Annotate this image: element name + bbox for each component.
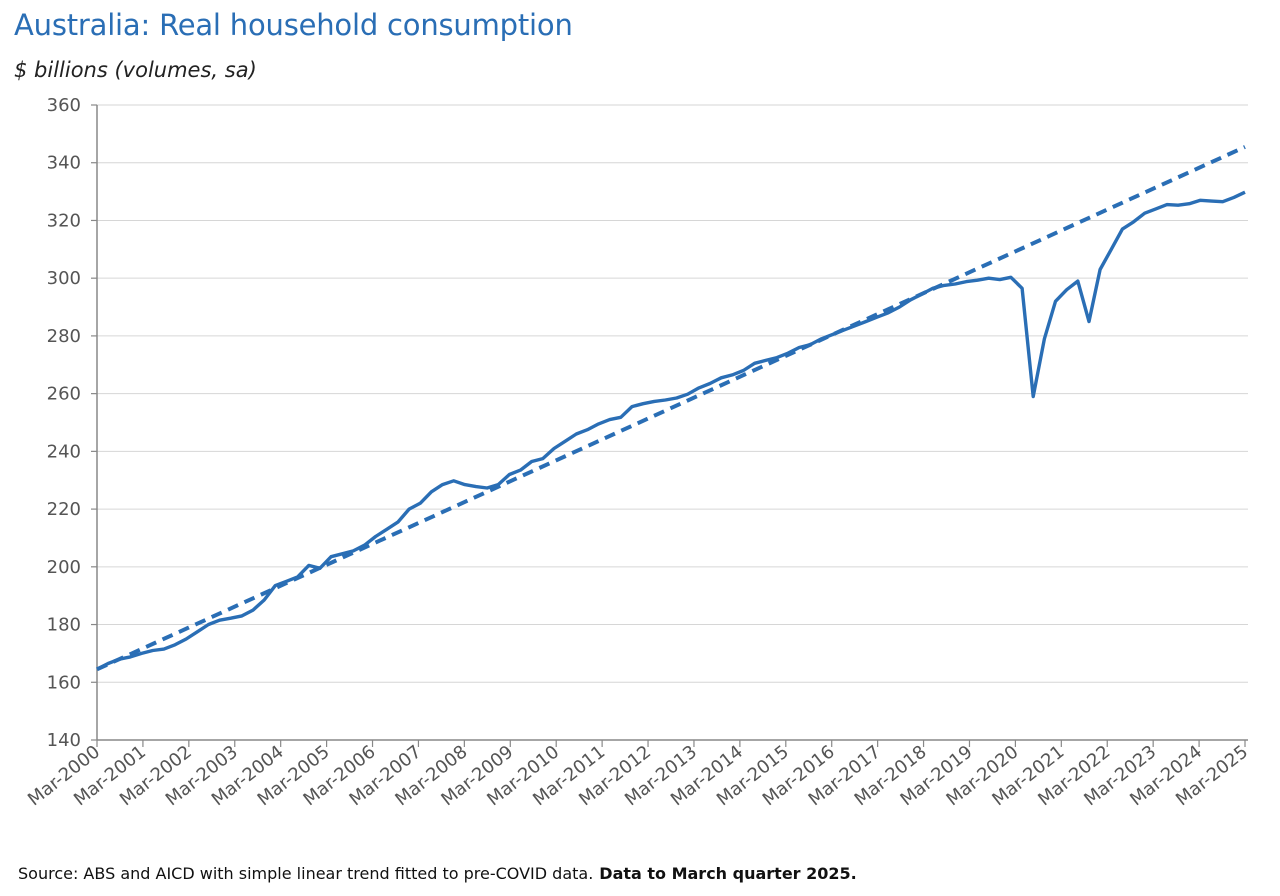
y-tick-label-280: 280 xyxy=(47,326,81,347)
y-tick-label-340: 340 xyxy=(47,153,81,174)
y-tick-label-180: 180 xyxy=(47,615,81,636)
y-tick-label-200: 200 xyxy=(47,557,81,578)
y-tick-label-160: 160 xyxy=(47,672,81,693)
y-tick-label-360: 360 xyxy=(47,95,81,116)
chart-canvas: 140160180200220240260280300320340360Mar-… xyxy=(24,95,1252,810)
source-text: Source: ABS and AICD with simple linear … xyxy=(18,864,594,883)
axes: 140160180200220240260280300320340360Mar-… xyxy=(24,95,1252,810)
y-tick-label-300: 300 xyxy=(47,268,81,289)
y-tick-label-260: 260 xyxy=(47,384,81,405)
y-tick-label-240: 240 xyxy=(47,441,81,462)
y-tick-label-220: 220 xyxy=(47,499,81,520)
chart-subtitle: $ billions (volumes, sa) xyxy=(14,58,257,82)
y-tick-label-320: 320 xyxy=(47,210,81,231)
data-note: Data to March quarter 2025. xyxy=(599,864,857,883)
consumption-line xyxy=(96,190,1246,671)
y-tick-label-140: 140 xyxy=(47,730,81,751)
trend-line xyxy=(96,145,1246,672)
source-note: Source: ABS and AICD with simple linear … xyxy=(18,864,857,883)
gridlines xyxy=(97,104,1248,683)
chart-title: Australia: Real household consumption xyxy=(14,8,573,42)
series-layer xyxy=(96,145,1246,672)
